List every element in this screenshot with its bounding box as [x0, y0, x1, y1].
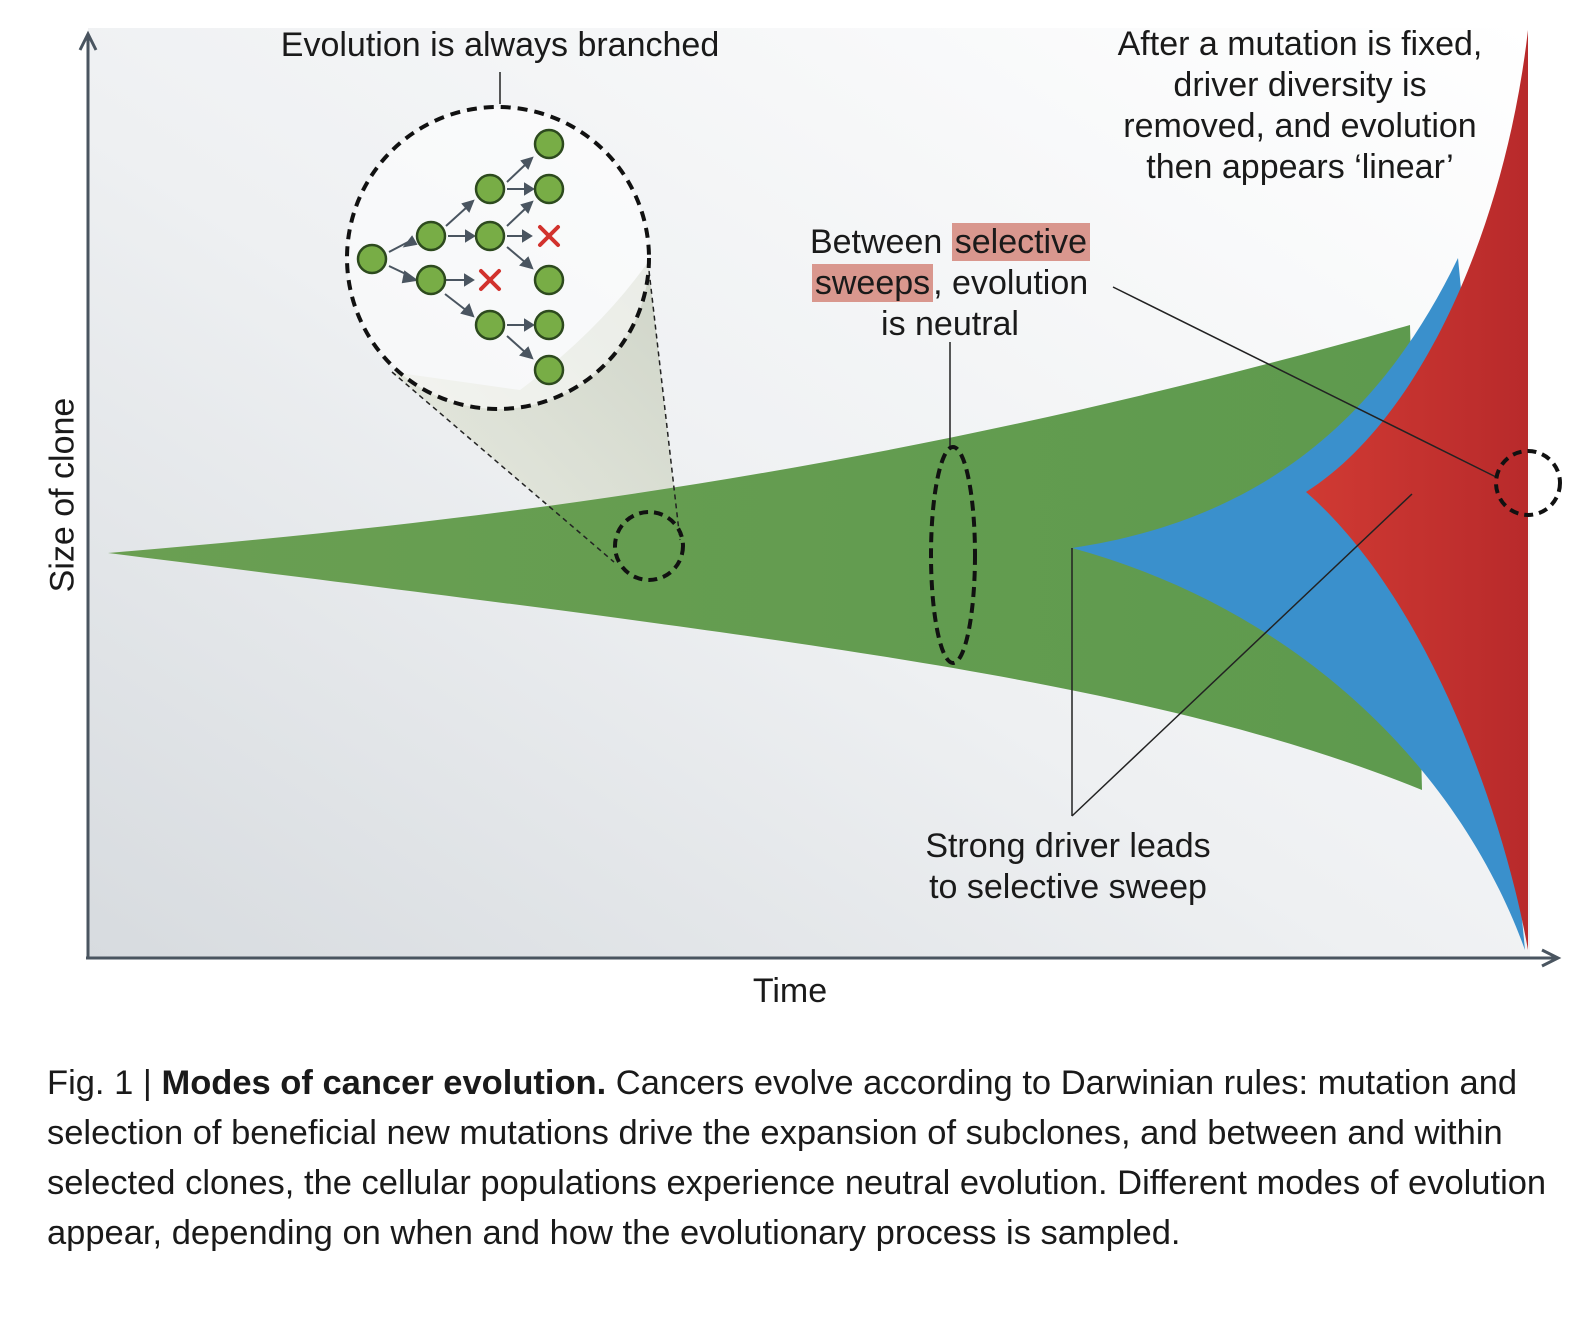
- magnifier-guide-line: [391, 371, 615, 563]
- highlight-sweeps: sweeps: [811, 264, 934, 302]
- tree-nodes: [356, 128, 565, 386]
- annotation-branched: Evolution is always branched: [280, 26, 720, 64]
- tree-node: [533, 264, 565, 296]
- ancestral-clone-area: [108, 325, 1422, 790]
- caption-title: Modes of cancer evolution.: [161, 1064, 607, 1102]
- annotation-neutral-text: Between: [809, 223, 952, 261]
- annotation-fixed-line: removed, and evolution: [1123, 107, 1477, 145]
- leader-line-fixed: [1112, 286, 1499, 479]
- annotation-neutral-line2: sweeps, evolution: [790, 263, 1110, 304]
- annotation-fixed-line: driver diversity is: [1173, 66, 1427, 104]
- annotation-neutral-line3: is neutral: [881, 305, 1019, 343]
- tree-node: [533, 173, 565, 205]
- tree-node: [533, 354, 565, 386]
- annotation-neutral-text: , evolution: [933, 264, 1089, 302]
- caption-separator: |: [142, 1064, 152, 1102]
- annotation-fixed-line: then appears ‘linear’: [1146, 148, 1454, 186]
- figure-caption: Fig. 1 | Modes of cancer evolution. Canc…: [47, 1058, 1547, 1258]
- annotation-driver-line: Strong driver leads: [925, 827, 1211, 865]
- tree-node: [533, 128, 565, 160]
- x-axis: [86, 948, 1562, 968]
- extinct-mark-icon: [479, 269, 501, 291]
- x-axis-label: Time: [752, 972, 828, 1010]
- tree-node: [474, 309, 506, 341]
- inset-tree: [356, 128, 565, 386]
- figure-panel: Size of clone Time Evolution is always b…: [43, 24, 1562, 1010]
- caption-fig-label: Fig. 1: [47, 1064, 134, 1102]
- tree-node: [474, 173, 506, 205]
- annotation-fixed-line: After a mutation is fixed,: [1117, 25, 1483, 63]
- y-axis-label: Size of clone: [43, 397, 82, 593]
- caption-text: Cancers evolve according to Darwinian ru…: [47, 1064, 1547, 1252]
- y-axis: [78, 30, 98, 958]
- second-subclone-area: [1306, 30, 1528, 950]
- annotation-driver-line: to selective sweep: [929, 868, 1207, 906]
- leader-line-driver: [1071, 493, 1413, 817]
- tree-node: [474, 220, 506, 252]
- tree-arrows: [388, 156, 535, 360]
- annotation-neutral: Between selective sweeps, evolution is n…: [790, 222, 1110, 345]
- annotation-driver: Strong driver leads to selective sweep: [900, 826, 1236, 908]
- magnifier-circle: [345, 105, 651, 411]
- highlight-selective: selective: [951, 223, 1091, 261]
- extinct-mark-icon: [538, 225, 560, 247]
- magnifier-guide-line: [647, 261, 681, 541]
- tree-node: [356, 243, 388, 275]
- tree-node: [533, 309, 565, 341]
- annotation-fixed: After a mutation is fixed, driver divers…: [1090, 24, 1510, 188]
- tree-node: [415, 220, 447, 252]
- sample-marker-branched: [613, 510, 685, 582]
- annotation-neutral-line1: Between selective: [790, 222, 1110, 263]
- sample-marker-neutral: [929, 445, 977, 665]
- sample-marker-linear: [1494, 449, 1562, 517]
- extinct-markers: [479, 225, 560, 291]
- tree-node: [415, 264, 447, 296]
